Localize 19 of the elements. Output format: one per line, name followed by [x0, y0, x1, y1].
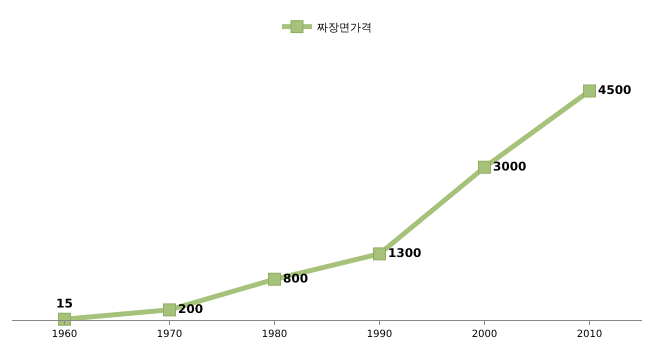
- x-tick-label: 2010: [576, 329, 602, 340]
- data-label: 200: [178, 302, 204, 316]
- data-label: 3000: [493, 159, 526, 174]
- x-tick-label: 1990: [366, 329, 392, 340]
- point: [478, 160, 491, 174]
- data-label: 15: [56, 296, 73, 311]
- x-tick-label: 1980: [262, 329, 288, 340]
- legend-label: 짜장면가격: [317, 20, 372, 34]
- point: [373, 247, 386, 260]
- x-tick-label: 2000: [472, 329, 498, 340]
- data-label: 4500: [598, 82, 632, 97]
- data-label: 800: [283, 271, 308, 286]
- data-label: 1300: [388, 246, 422, 260]
- x-tick-label: 1970: [156, 329, 182, 340]
- point: [583, 84, 596, 98]
- x-tick-label: 1960: [52, 329, 78, 340]
- point: [268, 272, 281, 286]
- point: [58, 312, 71, 326]
- point: [163, 303, 176, 316]
